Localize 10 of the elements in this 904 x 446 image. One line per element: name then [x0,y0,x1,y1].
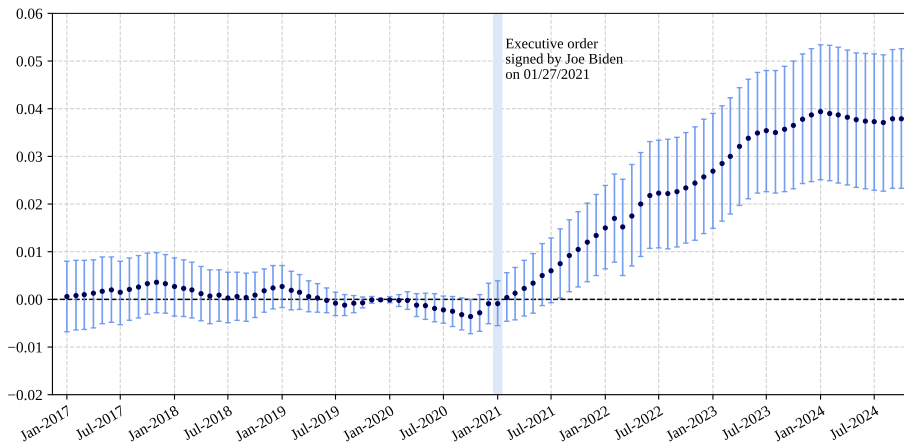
y-tick-label: −0.01 [8,342,42,353]
y-tick-label: 0.04 [16,104,42,114]
y-tick-label: 0.05 [16,56,42,67]
y-tick-label: −0.02 [8,390,42,400]
y-tick-label: 0.02 [16,199,42,210]
y-tick-label: 0.00 [16,294,42,305]
annotation: Executive order signed by Joe Biden on 01/27/2021 [506,38,623,79]
y-tick-label: 0.01 [16,246,42,258]
y-tick-label: 0.03 [16,152,42,162]
y-tick-label: 0.06 [16,8,42,19]
